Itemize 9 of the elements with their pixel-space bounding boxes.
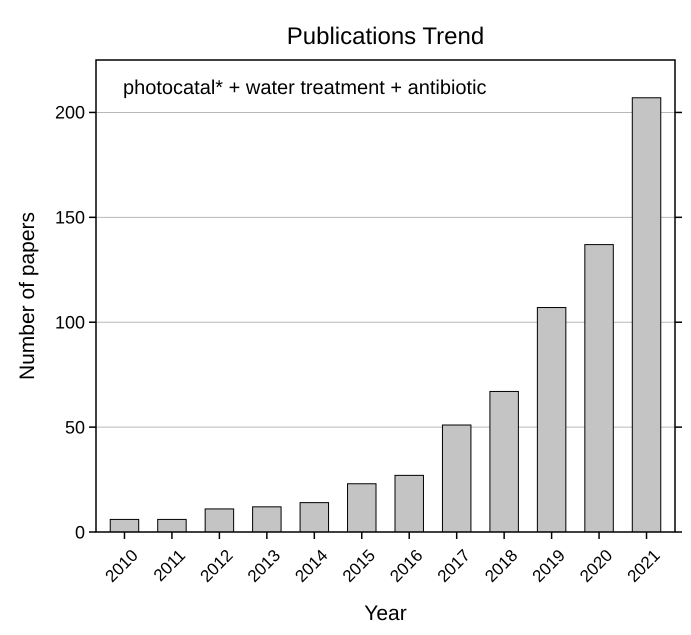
y-axis-title: Number of papers [16,212,39,380]
y-tick-label: 100 [54,312,85,333]
chart-title: Publications Trend [286,23,484,50]
y-tick-label: 50 [64,417,85,438]
x-axis-title: Year [364,602,407,625]
y-tick-label: 0 [74,522,85,542]
y-tick-label: 150 [54,208,85,228]
annotation: photocatal* + water treatment + antibiotic [123,77,487,99]
y-tick-label: 200 [54,102,85,123]
